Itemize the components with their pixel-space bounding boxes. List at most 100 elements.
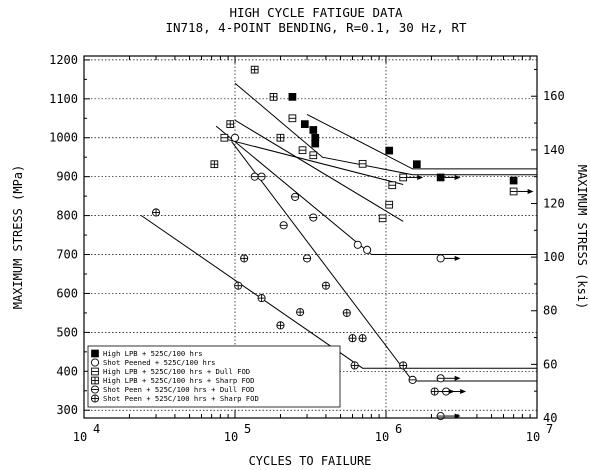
data-point — [300, 120, 309, 128]
data-point — [276, 133, 285, 142]
data-point — [302, 254, 312, 263]
y-right-axis-ticks: 40 60 80 100 120 140 160 — [531, 68, 565, 425]
y-tick-label: 400 — [56, 364, 78, 378]
data-point — [412, 160, 421, 169]
x-tick-label: 10 — [375, 430, 389, 444]
fit-line — [141, 215, 537, 369]
data-point — [399, 361, 408, 370]
fit-line — [306, 113, 537, 170]
fit-line — [234, 119, 404, 222]
y-tick-label: 500 — [56, 325, 78, 339]
x-axis-label: CYCLES TO FAILURE — [249, 454, 372, 468]
y-tick-label: 700 — [56, 248, 78, 262]
legend-entry: Shot Peen + 525C/100 hrs + Sharp FOD — [103, 394, 259, 403]
data-point — [250, 172, 259, 181]
data-point — [350, 361, 359, 370]
runout-arrow — [444, 375, 461, 381]
data-point — [309, 213, 318, 222]
data-point — [257, 172, 266, 181]
chart-title: HIGH CYCLE FATIGUE DATA — [229, 5, 403, 20]
data-point — [257, 294, 266, 303]
runout-arrow — [407, 174, 424, 180]
data-point — [210, 160, 219, 169]
data-point — [348, 334, 357, 343]
y-right-tick-label: 60 — [543, 357, 557, 371]
data-point — [388, 181, 397, 190]
legend-marker — [91, 367, 99, 376]
fit-line — [231, 141, 537, 382]
legend-marker — [90, 385, 100, 394]
data-point — [291, 192, 300, 201]
data-point — [276, 321, 285, 330]
data-point — [436, 254, 445, 263]
data-point — [509, 187, 518, 196]
data-point — [385, 200, 394, 209]
data-point — [385, 146, 394, 155]
data-point — [509, 176, 518, 185]
data-point — [353, 240, 362, 249]
data-points — [151, 65, 534, 421]
runout-arrow — [444, 255, 461, 261]
data-point — [311, 139, 320, 148]
data-point — [408, 375, 417, 384]
x-tick-label-exponent: 5 — [244, 422, 251, 436]
legend-marker — [91, 376, 99, 385]
x-tick-label: 10 — [73, 430, 87, 444]
legend-marker — [90, 358, 100, 367]
y-right-axis-label: MAXIMUM STRESS (ksi) — [575, 165, 589, 310]
y-axis-ticks: 300 400 500 600 700 800 900 1000 1100 1200 — [49, 53, 90, 417]
data-point — [298, 146, 307, 155]
legend-marker — [91, 349, 99, 358]
data-point — [234, 281, 243, 290]
runout-arrow — [444, 174, 461, 180]
legend-entry: High LPB + 525C/100 hrs + Sharp FOD — [103, 376, 254, 385]
data-point — [309, 126, 318, 134]
chart-subtitle: IN718, 4-POINT BENDING, R=0.1, 30 Hz, RT — [165, 20, 466, 35]
y-right-tick-label: 40 — [543, 411, 557, 425]
data-point — [430, 387, 439, 396]
y-tick-label: 1000 — [49, 131, 78, 145]
x-tick-label: 10 — [224, 430, 238, 444]
data-point — [321, 281, 330, 290]
y-tick-label: 1100 — [49, 92, 78, 106]
legend-box — [87, 345, 341, 408]
data-point — [240, 254, 249, 263]
plot-frame — [83, 55, 538, 419]
y-right-tick-label: 80 — [543, 304, 557, 318]
y-right-tick-label: 160 — [543, 89, 565, 103]
legend-marker — [90, 394, 100, 403]
x-tick-label-exponent: 4 — [93, 422, 100, 436]
runout-arrow — [438, 389, 455, 395]
data-point — [342, 308, 351, 317]
x-tick-label-exponent: 6 — [395, 422, 402, 436]
legend-entry: High LPB + 525C/100 hrs + Dull FOD — [103, 367, 250, 376]
y-tick-label: 900 — [56, 170, 78, 184]
y-tick-label: 300 — [56, 403, 78, 417]
y-tick-label: 800 — [56, 209, 78, 223]
y-axis-label: MAXIMUM STRESS (MPa) — [11, 165, 25, 310]
y-right-tick-label: 140 — [543, 143, 565, 157]
data-point — [151, 208, 161, 217]
x-axis-ticks: 10 4 10 5 10 6 10 7 — [73, 56, 553, 444]
x-tick-label: 10 — [526, 430, 540, 444]
y-right-tick-label: 120 — [543, 196, 565, 210]
legend-entry: Shot Peen + 525C/100 hrs + Dull FOD — [103, 385, 254, 394]
data-point — [226, 120, 235, 128]
data-point — [288, 114, 297, 123]
data-point — [363, 245, 372, 254]
fit-lines — [141, 82, 537, 382]
fit-line — [234, 82, 537, 176]
fit-line — [227, 139, 404, 185]
data-point — [279, 221, 288, 230]
data-point — [358, 159, 367, 168]
data-point — [399, 173, 408, 182]
data-point — [309, 151, 318, 160]
data-point — [250, 65, 259, 74]
data-point — [378, 214, 387, 223]
legend-entry: Shot Peened + 525C/100 hrs — [103, 358, 216, 367]
data-point — [288, 93, 297, 101]
y-tick-label: 1200 — [49, 53, 78, 67]
y-tick-label: 600 — [56, 286, 78, 300]
